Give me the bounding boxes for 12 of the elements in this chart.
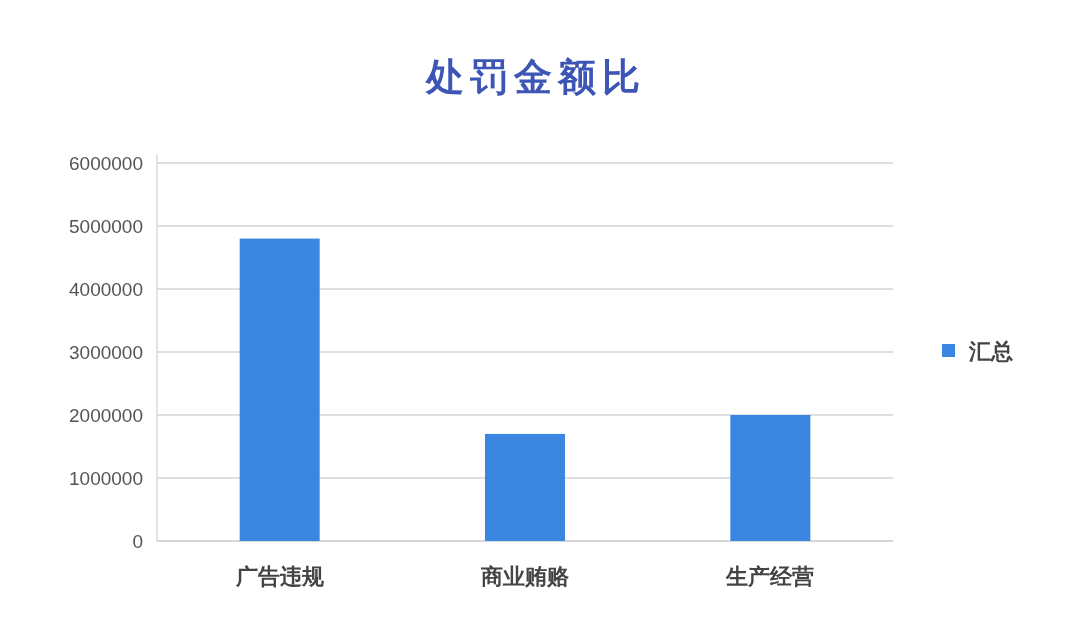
legend-label: 汇总: [968, 339, 1013, 364]
x-tick-label: 生产经营: [725, 564, 815, 589]
y-tick-label: 0: [132, 531, 143, 552]
x-tick-label: 商业贿赂: [480, 564, 570, 589]
y-tick-label: 4000000: [69, 279, 143, 300]
y-tick-label: 5000000: [69, 216, 143, 237]
y-tick-label: 6000000: [69, 153, 143, 174]
x-tick-label: 广告违规: [234, 564, 324, 589]
y-tick-label: 3000000: [69, 342, 143, 363]
y-tick-label: 2000000: [69, 405, 143, 426]
y-tick-label: 1000000: [69, 468, 143, 489]
chart-title: 处罚金额比: [425, 56, 646, 98]
